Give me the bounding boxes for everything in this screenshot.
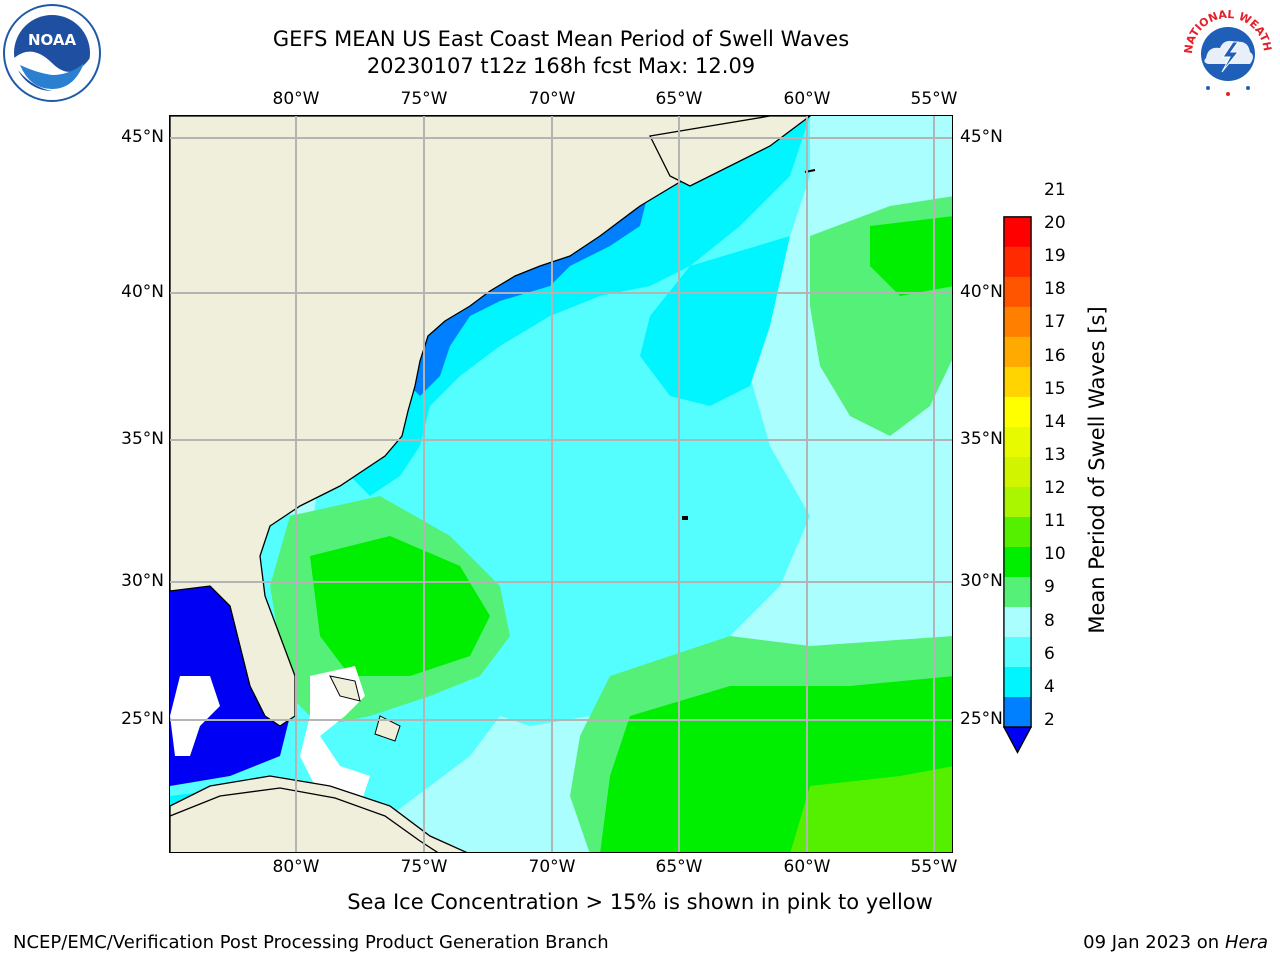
colorbar-tick-label: 18 — [1044, 279, 1066, 300]
lon-label-bottom-60w: 60°W — [783, 857, 831, 877]
lon-label-bottom-55w: 55°W — [910, 857, 958, 877]
colorbar-bin — [1003, 306, 1032, 338]
swell-period-field — [170, 116, 952, 852]
colorbar-tick-label: 14 — [1044, 411, 1066, 432]
land-nova-scotia — [649, 116, 812, 187]
colorbar-tick-label: 21 — [1044, 180, 1066, 200]
island-bahamas-2 — [374, 715, 401, 742]
lat-label-left-30n: 30°N — [121, 571, 164, 591]
lon-label-top-80w: 80°W — [272, 89, 320, 109]
colorbar-tick-label: 20 — [1044, 213, 1066, 234]
lat-label-left-40n: 40°N — [121, 282, 164, 302]
colorbar-tick-label: 6 — [1044, 643, 1055, 664]
colorbar-bin — [1003, 246, 1032, 278]
colorbar — [1003, 216, 1032, 754]
land-cuba-coast — [170, 787, 439, 852]
lat-label-right-30n: 30°N — [960, 571, 1003, 591]
lat-label-left-25n: 25°N — [121, 709, 164, 729]
colorbar-tick-label: 2 — [1044, 709, 1055, 730]
colorbar-under-triangle — [1003, 726, 1032, 754]
colorbar-bin — [1003, 276, 1032, 308]
colorbar-bin — [1003, 486, 1032, 518]
field-gulf-blue — [170, 586, 290, 786]
lon-label-top-75w: 75°W — [400, 89, 448, 109]
island-bermuda — [682, 516, 688, 520]
colorbar-bin — [1003, 396, 1032, 428]
field-missing-bahamas — [300, 666, 370, 806]
lat-label-left-45n: 45°N — [121, 127, 164, 147]
noaa-logo: NOAA — [2, 3, 102, 103]
colorbar-bin — [1003, 576, 1032, 608]
chart-subtitle: 20230107 t12z 168h fcst Max: 12.09 — [366, 54, 756, 78]
chart-title: GEFS MEAN US East Coast Mean Period of S… — [272, 27, 850, 51]
lon-label-top-55w: 55°W — [910, 89, 958, 109]
map-panel — [169, 115, 953, 853]
lon-label-bottom-65w: 65°W — [655, 857, 703, 877]
colorbar-tick-label: 12 — [1044, 478, 1066, 499]
colorbar-bin — [1003, 546, 1032, 578]
credit-host: Hera — [1224, 932, 1268, 953]
colorbar-bin — [1003, 216, 1032, 248]
island-bahamas-1 — [329, 675, 361, 702]
lon-label-bottom-80w: 80°W — [272, 857, 320, 877]
colorbar-bin — [1003, 667, 1032, 698]
colorbar-tick-label: 17 — [1044, 312, 1066, 333]
colorbar-bin — [1003, 456, 1032, 488]
colorbar-bin — [1003, 426, 1032, 458]
field-4-6s — [340, 116, 810, 496]
lat-label-right-35n: 35°N — [960, 429, 1003, 449]
lat-label-right-40n: 40°N — [960, 282, 1003, 302]
field-10-11s-west — [310, 536, 490, 676]
sea-ice-note: Sea Ice Concentration > 15% is shown in … — [347, 890, 933, 914]
colorbar-tick-label: 15 — [1044, 378, 1066, 399]
lon-label-bottom-70w: 70°W — [528, 857, 576, 877]
lon-label-top-70w: 70°W — [528, 89, 576, 109]
credit-date-host: 09 Jan 2023 on Hera — [1083, 932, 1268, 953]
lon-label-top-65w: 65°W — [655, 89, 703, 109]
colorbar-bin — [1003, 516, 1032, 548]
colorbar-bin — [1003, 637, 1032, 668]
colorbar-title: Mean Period of Swell Waves [s] — [1085, 306, 1109, 634]
colorbar-tick-label: 8 — [1044, 610, 1055, 631]
lat-label-right-45n: 45°N — [960, 127, 1003, 147]
colorbar-tick-label: 13 — [1044, 444, 1066, 465]
nws-logo: NATIONAL WEATHER SERVICE — [1174, 0, 1278, 102]
colorbar-tick-label: 4 — [1044, 676, 1055, 697]
lon-label-top-60w: 60°W — [783, 89, 831, 109]
land-cuba — [170, 775, 468, 852]
lat-label-right-25n: 25°N — [960, 709, 1003, 729]
lat-label-left-35n: 35°N — [121, 429, 164, 449]
field-missing-gulf — [170, 676, 220, 756]
field-10-11s-ne — [870, 216, 952, 296]
colorbar-bin — [1003, 607, 1032, 638]
colorbar-tick-label: 19 — [1044, 246, 1066, 267]
land-north-america — [170, 116, 807, 727]
lon-label-bottom-75w: 75°W — [400, 857, 448, 877]
colorbar-bin — [1003, 366, 1032, 398]
colorbar-tick-label: 10 — [1044, 544, 1066, 565]
colorbar-bin — [1003, 336, 1032, 368]
colorbar-tick-label: 16 — [1044, 345, 1066, 366]
graticule — [170, 116, 952, 852]
field-4-6s-b — [640, 236, 790, 406]
credit-branch: NCEP/EMC/Verification Post Processing Pr… — [13, 932, 609, 953]
svg-text:NOAA: NOAA — [28, 31, 77, 49]
credit-date: 09 Jan 2023 on — [1083, 932, 1220, 953]
colorbar-bin — [1003, 697, 1032, 728]
field-11-12s — [790, 766, 952, 852]
colorbar-tick-label: 9 — [1044, 577, 1055, 598]
colorbar-tick-label: 11 — [1044, 511, 1066, 532]
